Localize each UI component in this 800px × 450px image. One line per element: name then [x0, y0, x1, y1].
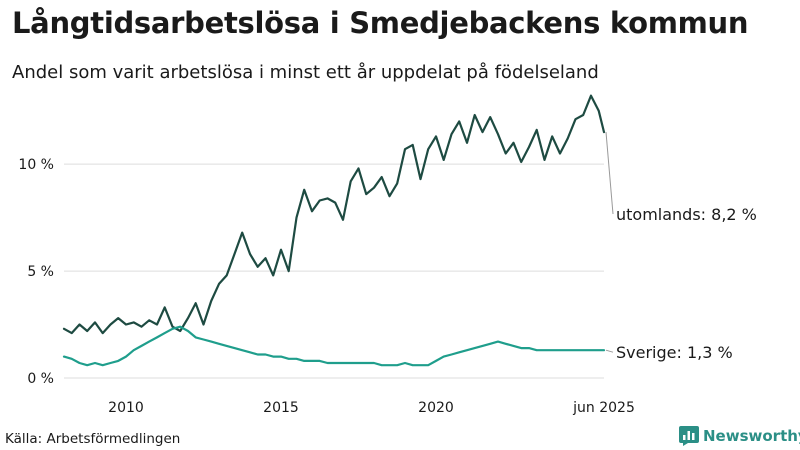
brand-name: Newsworthy — [703, 427, 800, 445]
series-line-utomlands — [62, 94, 606, 335]
series-line-sverige — [62, 325, 606, 367]
end-label-sverige: Sverige: 1,3 % — [616, 343, 733, 362]
chart-subtitle: Andel som varit arbetslösa i minst ett å… — [12, 62, 599, 83]
end-label-leader — [605, 349, 614, 353]
y-tick-label: 0 % — [27, 371, 54, 387]
chart-title: Långtidsarbetslösa i Smedjebackens kommu… — [12, 6, 749, 40]
gridlines — [64, 163, 604, 379]
y-tick-label: 5 % — [27, 264, 54, 280]
x-tick-label: 2020 — [418, 400, 454, 416]
end-labels: utomlands: 8,2 % Sverige: 1,3 % — [605, 132, 757, 362]
newsworthy-logo[interactable]: Newsworthy — [679, 426, 800, 446]
source-note: Källa: Arbetsförmedlingen — [5, 431, 181, 447]
x-tick-label: 2010 — [108, 400, 144, 416]
bar-chart-icon — [679, 426, 699, 446]
x-tick-label: 2015 — [263, 400, 299, 416]
axis-labels: 0 % 5 % 10 % 2010 2015 2020 jun 2025 — [18, 157, 634, 416]
series-lines — [62, 94, 606, 367]
x-tick-label: jun 2025 — [572, 400, 635, 416]
end-label-utomlands: utomlands: 8,2 % — [616, 205, 757, 224]
end-label-leader — [605, 132, 614, 215]
y-tick-label: 10 % — [18, 157, 54, 173]
